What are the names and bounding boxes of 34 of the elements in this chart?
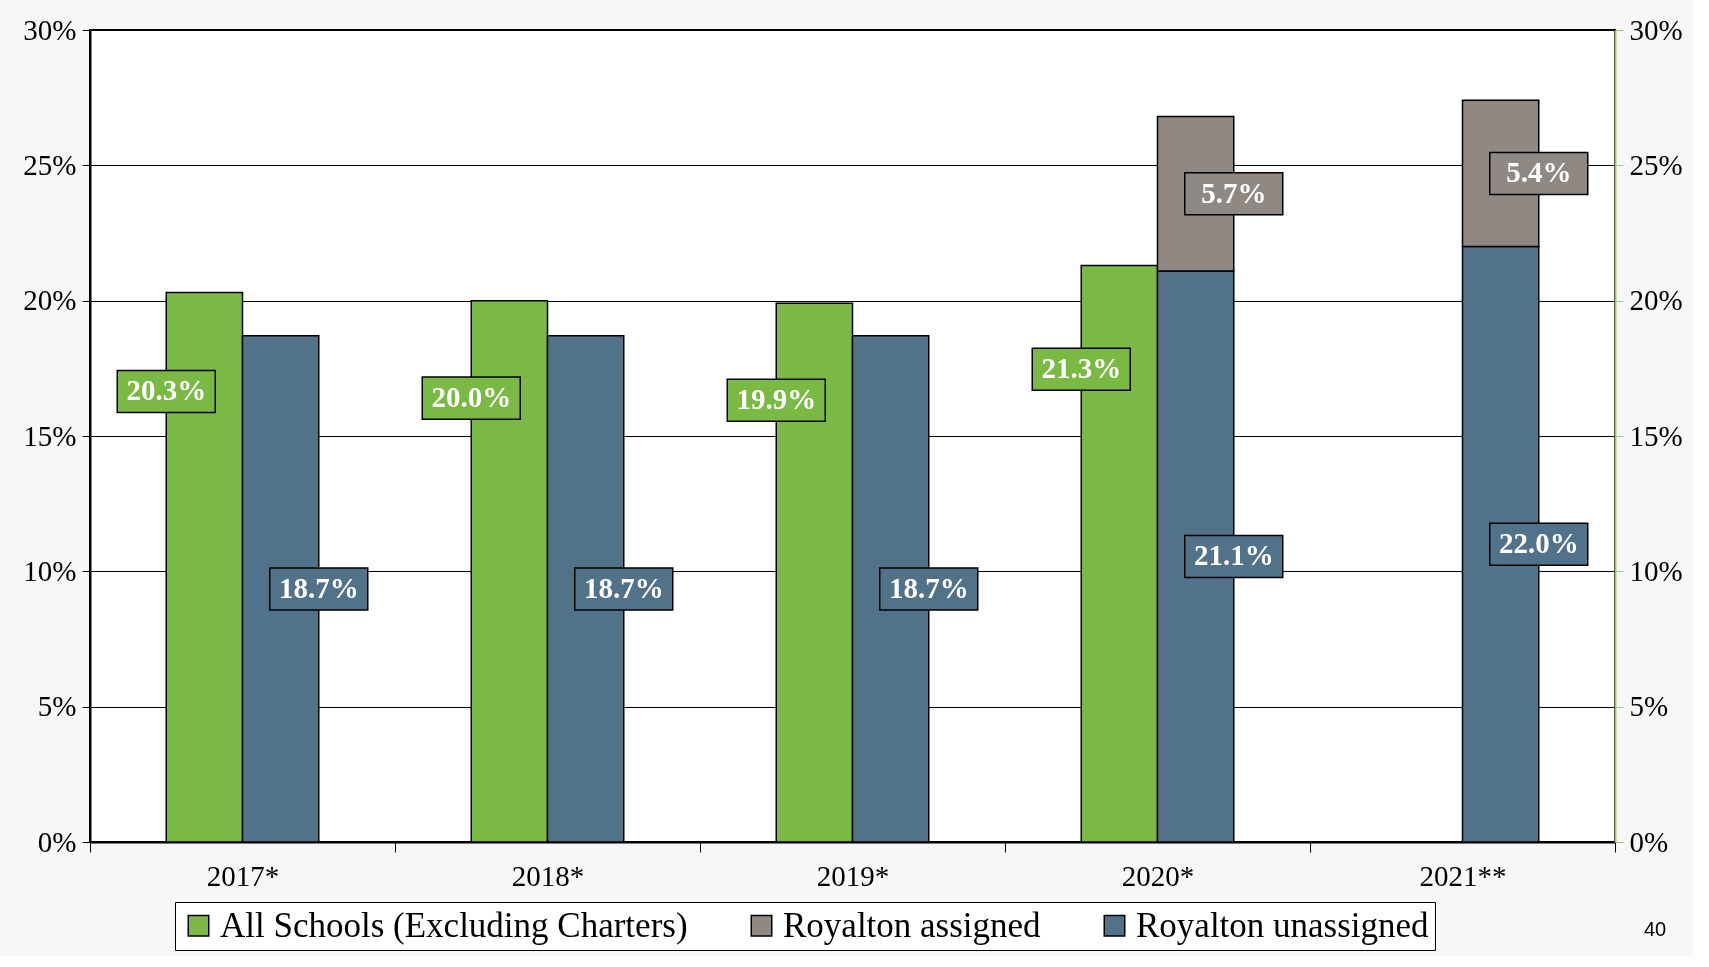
y-tick-label: 5% [37,690,77,723]
data-label: 21.1% [1193,539,1274,572]
text: 40 [1643,918,1667,940]
y-tick-label: 25% [23,148,77,181]
y-tick-label: 30% [23,13,77,46]
data-label: 18.7% [583,571,664,604]
y2-tick-label: 0% [1629,825,1669,858]
x-tick-label: 2020* [1121,859,1195,892]
x-tick-label: 2019* [816,859,890,892]
y-tick-label: 20% [23,284,77,317]
data-label: 5.7% [1201,176,1267,209]
legend-label: Royalton unassigned [1136,905,1430,945]
y-tick-label: 10% [23,554,77,587]
x-tick-label: 2017* [206,859,280,892]
y-tick-label: 15% [23,419,77,452]
data-label: 20.0% [431,381,512,414]
data-label: 18.7% [278,571,359,604]
x-tick-label: 2018* [511,859,585,892]
data-label: 5.4% [1506,156,1572,189]
y2-tick-label: 20% [1629,284,1683,317]
y-tick-label: 0% [37,825,77,858]
legend-label: Royalton assigned [783,905,1042,945]
y2-tick-label: 15% [1629,419,1683,452]
data-label: 18.7% [888,571,969,604]
data-label: 20.3% [126,374,207,407]
y2-tick-label: 25% [1629,148,1683,181]
y2-tick-label: 30% [1629,13,1683,46]
y2-tick-label: 10% [1629,554,1683,587]
legend-label: All Schools (Excluding Charters) [220,905,688,945]
data-label: 19.9% [736,383,817,416]
data-label: 21.3% [1041,352,1122,385]
x-tick-label: 2021** [1419,859,1507,892]
y2-tick-label: 5% [1629,690,1669,723]
data-label: 22.0% [1498,527,1579,560]
